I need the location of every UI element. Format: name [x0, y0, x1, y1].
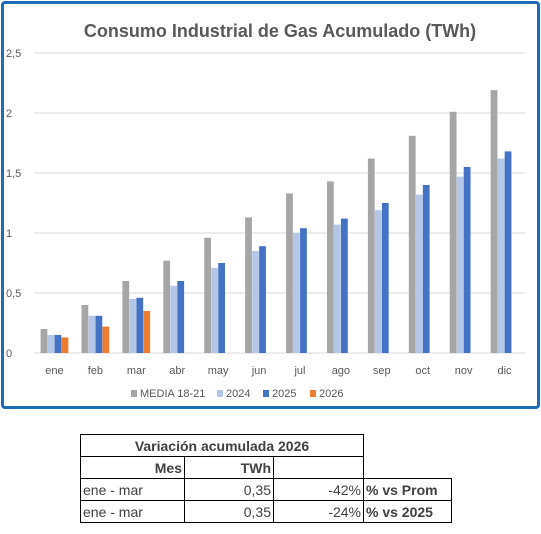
- bar-2024-nov: [456, 176, 464, 353]
- bar-media-18-21-jul: [286, 193, 293, 353]
- bar-2025-dic: [504, 151, 512, 353]
- legend-swatch: [263, 390, 269, 397]
- bar-2024-mar: [129, 299, 137, 353]
- bar-media-18-21-mar: [122, 281, 130, 353]
- bar-media-18-21-nov: [449, 111, 457, 353]
- legend-swatch: [217, 390, 223, 397]
- bar-2024-feb: [88, 315, 96, 353]
- table-title: Variación acumulada 2026: [80, 434, 364, 457]
- y-tick-label: 1,5: [6, 168, 21, 180]
- variation-table: Variación acumulada 2026 Mes TWh ene - m…: [80, 434, 452, 523]
- x-tick-label: nov: [455, 365, 473, 377]
- x-tick-label: dic: [498, 365, 513, 377]
- legend-label: 2026: [319, 388, 343, 400]
- x-tick-label: sep: [373, 365, 391, 377]
- legend-label: 2024: [226, 388, 250, 400]
- bar-2025-may: [218, 263, 226, 353]
- bar-2026-mar: [143, 311, 151, 353]
- table-row: ene - mar 0,35 -42% % vs Prom: [80, 478, 452, 501]
- bar-2024-oct: [415, 194, 423, 353]
- bar-2025-jul: [300, 228, 307, 353]
- chart-container: Consumo Industrial de Gas Acumulado (TWh…: [1, 1, 540, 409]
- x-tick-label: ago: [332, 365, 350, 377]
- bar-2025-abr: [177, 281, 185, 353]
- y-tick-label: 0,5: [6, 288, 21, 300]
- x-tick-label: ene: [45, 365, 63, 377]
- legend-swatch: [131, 390, 137, 397]
- column-header-empty: [273, 456, 364, 479]
- bar-media-18-21-feb: [81, 305, 89, 353]
- bar-media-18-21-may: [204, 237, 212, 353]
- x-tick-label: jul: [293, 365, 305, 377]
- chart-title: Consumo Industrial de Gas Acumulado (TWh…: [84, 21, 476, 41]
- y-tick-label: 1: [6, 228, 12, 240]
- bar-2025-nov: [463, 167, 471, 353]
- x-tick-label: mar: [127, 365, 146, 377]
- row-variation: -24%: [273, 500, 364, 523]
- bar-2025-jun: [259, 246, 266, 353]
- row-label: % vs 2025: [363, 500, 452, 523]
- bar-2024-dic: [497, 158, 505, 353]
- bar-media-18-21-ago: [326, 181, 334, 353]
- column-header-twh: TWh: [184, 456, 274, 479]
- bar-2024-abr: [170, 285, 178, 353]
- bar-2024-sep: [374, 210, 382, 353]
- x-tick-label: oct: [415, 365, 430, 377]
- bar-2026-ene: [61, 337, 69, 353]
- legend-swatch: [310, 390, 316, 397]
- bar-2026-feb: [102, 326, 110, 353]
- row-label: % vs Prom: [363, 478, 452, 501]
- bar-2024-ago: [333, 224, 341, 353]
- bar-2025-sep: [381, 203, 389, 353]
- x-tick-label: feb: [88, 365, 103, 377]
- bar-media-18-21-sep: [367, 158, 375, 353]
- bar-media-18-21-dic: [490, 90, 498, 353]
- table-row: ene - mar 0,35 -24% % vs 2025: [80, 500, 452, 523]
- x-tick-label: jun: [251, 365, 267, 377]
- bar-2025-ene: [54, 335, 62, 353]
- bar-2024-jul: [293, 233, 300, 353]
- y-tick-label: 2,5: [6, 48, 21, 60]
- bar-media-18-21-abr: [163, 260, 171, 353]
- bar-2025-mar: [136, 297, 144, 353]
- row-twh: 0,35: [184, 500, 274, 523]
- chart-svg: Consumo Industrial de Gas Acumulado (TWh…: [6, 21, 525, 400]
- bar-2025-oct: [422, 185, 430, 353]
- bar-2024-jun: [252, 251, 259, 353]
- y-tick-label: 2: [6, 108, 12, 120]
- bar-2025-feb: [95, 315, 103, 353]
- bar-media-18-21-jun: [245, 217, 252, 353]
- legend-label: 2025: [272, 388, 296, 400]
- y-tick-label: 0: [6, 348, 12, 360]
- bar-media-18-21-ene: [40, 329, 48, 353]
- row-mes: ene - mar: [80, 478, 185, 501]
- column-header-mes: Mes: [80, 456, 185, 479]
- row-mes: ene - mar: [80, 500, 185, 523]
- row-twh: 0,35: [184, 478, 274, 501]
- x-tick-label: may: [208, 365, 229, 377]
- bar-2024-may: [211, 267, 219, 353]
- legend-label: MEDIA 18-21: [140, 388, 205, 400]
- bar-2025-ago: [340, 218, 348, 353]
- x-tick-label: abr: [169, 365, 185, 377]
- bar-media-18-21-oct: [408, 135, 416, 353]
- row-variation: -42%: [273, 478, 364, 501]
- bar-2024-ene: [47, 335, 55, 353]
